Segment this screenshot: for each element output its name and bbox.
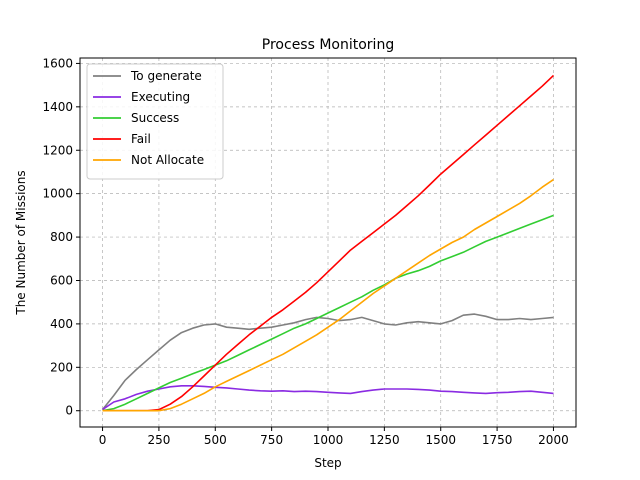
x-tick-label: 500 [204,433,227,447]
x-tick-label: 0 [99,433,107,447]
x-tick-label: 750 [260,433,283,447]
y-tick-label: 1400 [42,100,73,114]
x-tick-label: 1000 [313,433,344,447]
x-axis-label: Step [314,456,341,470]
legend-label: Executing [131,90,190,104]
x-tick-label: 1750 [482,433,513,447]
y-tick-label: 0 [65,404,73,418]
y-axis-label: The Number of Missions [14,170,28,315]
x-tick-label: 2000 [538,433,569,447]
y-tick-label: 600 [50,273,73,287]
y-tick-label: 1600 [42,56,73,70]
y-tick-label: 400 [50,317,73,331]
y-tick-label: 200 [50,360,73,374]
x-tick-label: 1500 [425,433,456,447]
legend-label: To generate [130,69,202,83]
legend-label: Fail [131,132,151,146]
series-line-0 [101,313,554,411]
series-line-3 [102,74,555,412]
legend-label: Not Allocate [131,153,204,167]
legend: To generate Executing Success Fail Not Alloc… [86,63,224,180]
y-tick-label: 1200 [42,143,73,157]
series-lines [101,74,555,412]
axis-ticks: 0 250 500 750 1000 1250 1500 1750 2000 0 200 400 600… [42,56,568,447]
legend-label: Success [131,111,179,125]
chart-title: Process Monitoring [262,37,394,53]
x-tick-label: 250 [147,433,170,447]
series-line-4 [102,178,554,412]
series-line-2 [102,214,554,412]
y-tick-label: 1000 [42,187,73,201]
legend-box [86,63,224,180]
series-line-1 [102,385,554,411]
y-tick-label: 800 [50,230,73,244]
x-tick-label: 1250 [369,433,400,447]
